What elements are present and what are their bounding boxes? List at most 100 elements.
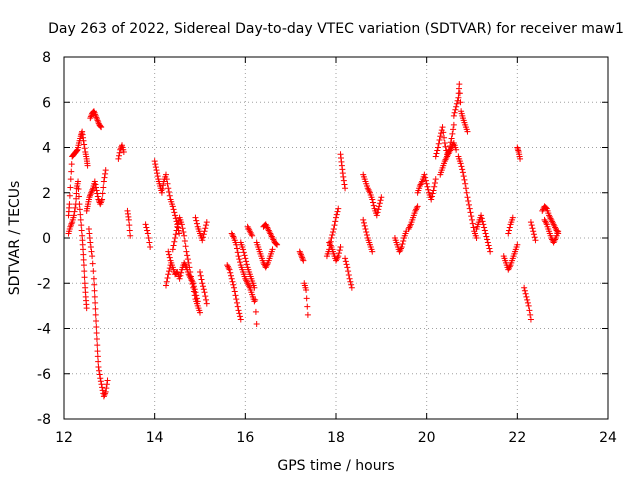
series-arc xyxy=(473,212,494,255)
data-point xyxy=(158,189,165,196)
y-tick-label: -8 xyxy=(37,412,51,428)
series-arc xyxy=(163,262,174,289)
data-point xyxy=(77,216,84,223)
data-point xyxy=(68,161,75,168)
data-point xyxy=(506,224,513,231)
data-point xyxy=(159,185,166,192)
data-point xyxy=(83,305,90,312)
data-point xyxy=(344,264,351,271)
data-point xyxy=(234,245,241,252)
data-point xyxy=(269,246,276,253)
data-point xyxy=(165,248,172,255)
series-arc xyxy=(414,171,439,203)
data-point xyxy=(143,224,150,231)
data-point xyxy=(102,170,109,177)
data-point xyxy=(423,180,430,187)
data-point xyxy=(376,200,383,207)
data-point xyxy=(463,189,470,196)
data-point xyxy=(303,287,310,294)
data-point xyxy=(478,212,485,219)
data-point xyxy=(92,181,99,188)
data-point xyxy=(184,256,191,263)
data-point xyxy=(237,316,244,323)
data-point xyxy=(236,310,243,317)
data-point xyxy=(370,199,377,206)
data-point xyxy=(413,204,420,211)
data-point xyxy=(304,303,311,310)
data-point xyxy=(466,205,473,212)
data-point xyxy=(441,134,448,141)
data-point xyxy=(331,222,338,229)
data-point xyxy=(193,217,200,224)
data-point xyxy=(304,311,311,318)
data-point xyxy=(524,296,531,303)
data-point xyxy=(235,307,242,314)
data-point xyxy=(91,178,98,185)
data-point xyxy=(178,221,185,228)
data-point xyxy=(224,263,231,270)
data-point xyxy=(126,227,133,234)
data-point xyxy=(67,184,74,191)
data-point xyxy=(116,149,123,156)
data-point xyxy=(243,261,250,268)
data-point xyxy=(531,234,538,241)
data-point xyxy=(172,231,179,238)
data-point xyxy=(164,274,171,281)
data-point xyxy=(203,296,210,303)
series-arc xyxy=(337,151,349,192)
data-point xyxy=(252,296,259,303)
series-arc xyxy=(151,158,183,237)
data-point xyxy=(360,219,367,226)
series-arc xyxy=(87,108,105,131)
data-point xyxy=(234,299,241,306)
data-point xyxy=(192,214,199,221)
data-point xyxy=(88,248,95,255)
data-point xyxy=(94,353,101,360)
data-point xyxy=(185,259,192,266)
series-arc xyxy=(237,239,260,327)
series-arc xyxy=(65,178,90,312)
data-point xyxy=(527,316,534,323)
data-point xyxy=(360,216,367,223)
data-point xyxy=(454,97,461,104)
series-arc xyxy=(192,214,210,244)
data-point xyxy=(173,227,180,234)
data-point xyxy=(528,222,535,229)
data-point xyxy=(66,201,73,208)
data-point xyxy=(171,209,178,216)
data-point xyxy=(469,220,476,227)
x-tick-label: 14 xyxy=(146,430,164,446)
data-point xyxy=(193,220,200,227)
data-point xyxy=(72,204,79,211)
data-point xyxy=(92,299,99,306)
series-arc xyxy=(65,128,91,219)
data-point xyxy=(188,277,195,284)
data-point xyxy=(186,264,193,271)
data-point xyxy=(91,293,98,300)
data-point xyxy=(336,247,343,254)
data-point xyxy=(242,255,249,262)
data-point xyxy=(469,216,475,223)
data-point xyxy=(431,183,438,190)
data-point xyxy=(342,185,349,192)
data-point xyxy=(229,278,236,285)
data-point xyxy=(456,90,463,97)
data-point xyxy=(407,222,414,229)
data-point xyxy=(365,186,372,193)
data-point xyxy=(199,280,206,287)
data-point xyxy=(453,100,460,107)
data-point xyxy=(80,262,87,269)
data-point xyxy=(97,378,104,385)
data-point xyxy=(152,164,159,171)
data-point xyxy=(166,265,173,272)
data-point xyxy=(236,256,243,263)
y-tick-label: 6 xyxy=(42,95,51,111)
y-tick-label: 4 xyxy=(42,141,51,157)
data-point xyxy=(440,129,447,136)
series-arc xyxy=(391,228,410,255)
data-point xyxy=(97,123,104,130)
series-arc xyxy=(83,167,109,214)
data-point xyxy=(335,205,342,212)
data-point xyxy=(76,206,83,213)
